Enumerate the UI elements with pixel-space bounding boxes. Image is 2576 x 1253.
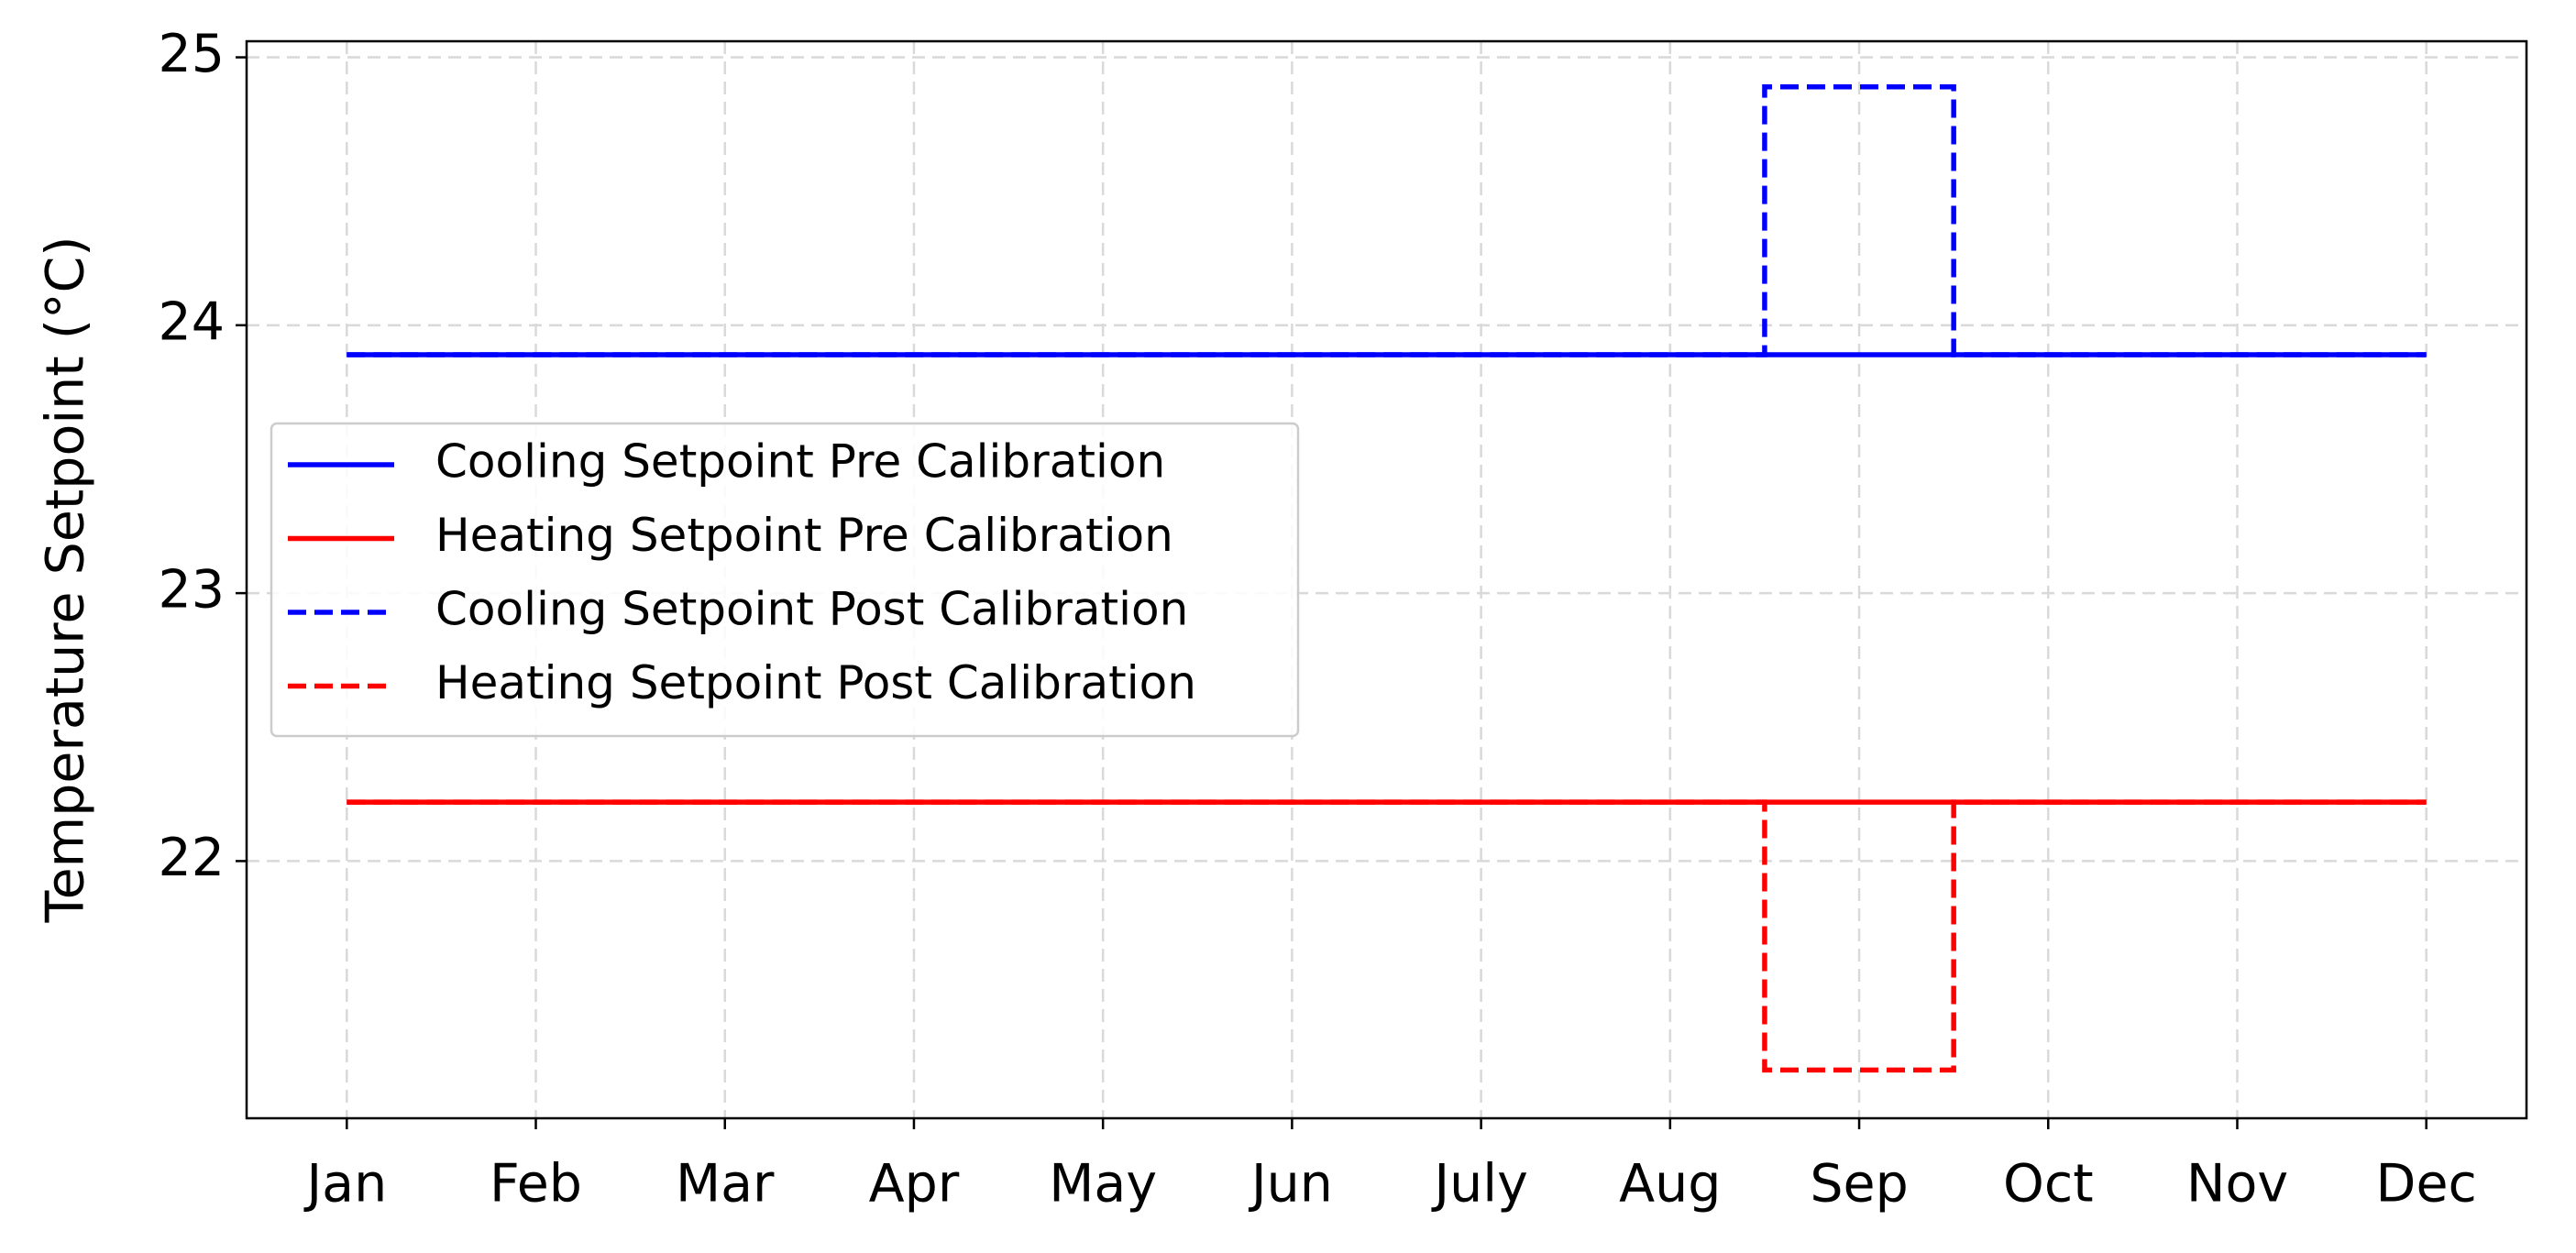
plot-frame — [245, 39, 2528, 1120]
x-tick-label: Sep — [1810, 1154, 1908, 1215]
legend-label: Heating Setpoint Post Calibration — [435, 656, 1196, 709]
x-tick-label: May — [1049, 1154, 1157, 1215]
legend-label: Cooling Setpoint Post Calibration — [435, 583, 1188, 636]
x-tick-label: Oct — [2003, 1154, 2094, 1215]
y-axis-label: Temperature Setpoint (°C) — [36, 236, 96, 923]
y-tick-label: 23 — [158, 560, 225, 621]
y-tick-label: 25 — [158, 24, 225, 84]
x-tick-label: Jan — [303, 1154, 387, 1215]
legend-label: Heating Setpoint Pre Calibration — [435, 509, 1173, 562]
series-line — [347, 799, 2427, 1073]
x-tick-label: Apr — [869, 1154, 960, 1215]
x-tick-label: Nov — [2186, 1154, 2288, 1215]
legend-box — [270, 422, 1300, 738]
series-line — [347, 83, 2427, 357]
x-tick-label: Aug — [1619, 1154, 1721, 1215]
x-tick-label: Dec — [2376, 1154, 2477, 1215]
x-tick-label: Feb — [490, 1154, 582, 1215]
y-tick-label: 22 — [158, 828, 225, 888]
legend-label: Cooling Setpoint Pre Calibration — [435, 435, 1165, 489]
x-tick-label: Jun — [1249, 1154, 1333, 1215]
y-tick-label: 24 — [158, 291, 225, 352]
x-tick-label: July — [1431, 1154, 1528, 1215]
x-tick-label: Mar — [676, 1154, 775, 1215]
